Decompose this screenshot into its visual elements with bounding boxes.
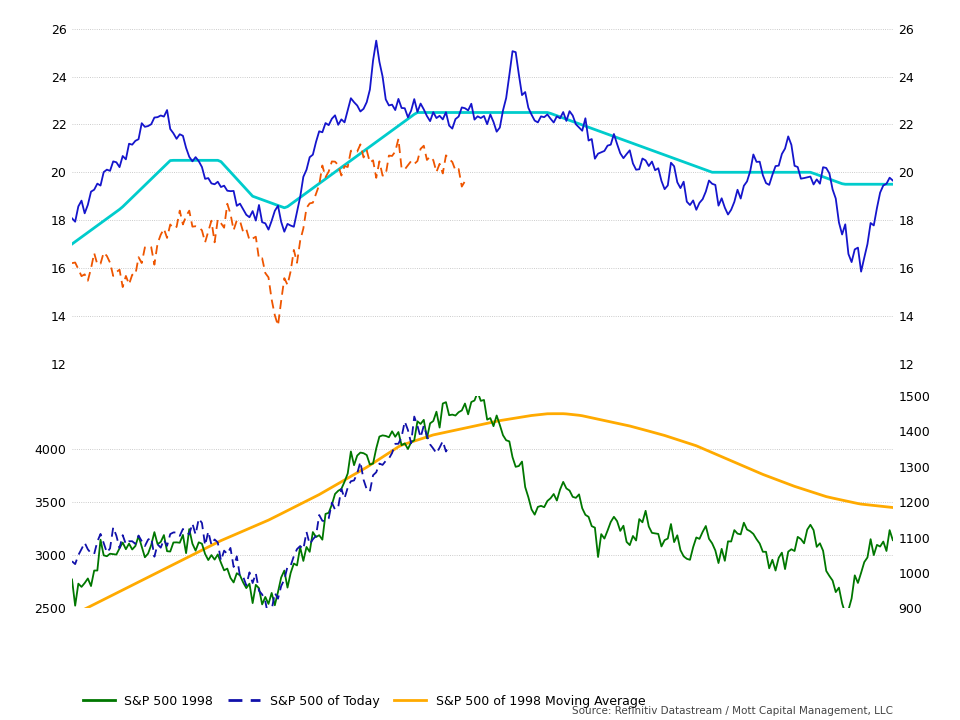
Text: Source: Refinitiv Datastream / Mott Capital Management, LLC: Source: Refinitiv Datastream / Mott Capi…: [572, 706, 893, 716]
Legend: S&P 500 1998, S&P 500 of Today, S&P 500 1998 Moving Average: S&P 500 1998, S&P 500 of Today, S&P 500 …: [79, 401, 635, 424]
Legend: S&P 500 1998, S&P 500 of Today, S&P 500 of 1998 Moving Average: S&P 500 1998, S&P 500 of Today, S&P 500 …: [79, 690, 650, 713]
